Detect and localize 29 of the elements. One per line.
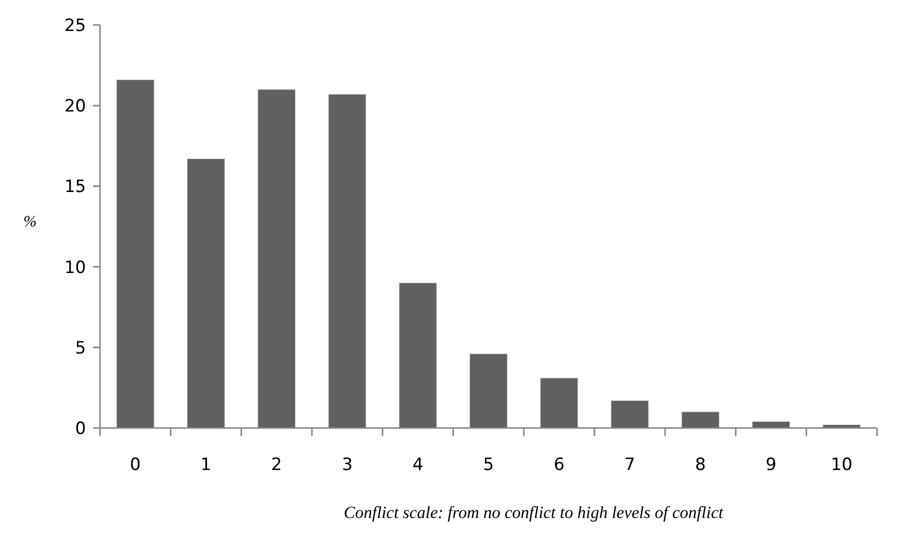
bar: [186, 158, 225, 428]
x-tick-label: 8: [694, 455, 706, 475]
x-tick-label: 7: [624, 455, 636, 475]
y-tick-label: 25: [64, 16, 86, 36]
y-axis-title: %: [23, 214, 37, 230]
x-tick-label: 3: [342, 455, 353, 475]
bar: [398, 282, 437, 428]
bar: [610, 400, 649, 428]
bar: [470, 354, 508, 428]
bar: [681, 412, 720, 428]
bar: [540, 378, 578, 428]
bar: [752, 421, 790, 428]
x-tick-label: 5: [483, 455, 494, 475]
x-tick-label: 2: [271, 455, 282, 475]
y-tick-label: 10: [64, 258, 86, 278]
bar: [258, 89, 296, 428]
y-tick-label: 5: [75, 338, 86, 358]
y-tick-label: 20: [64, 96, 86, 117]
y-tick-label: 0: [75, 418, 86, 439]
bar: [116, 80, 154, 428]
x-tick-label: 6: [554, 455, 565, 475]
x-tick-label: 0: [130, 455, 141, 475]
x-tick-label: 1: [200, 455, 212, 475]
x-tick-label: 4: [412, 455, 424, 475]
y-tick-label: 15: [64, 177, 86, 198]
x-tick-label: 10: [830, 455, 852, 475]
x-axis-title: Conflict scale: from no conflict to high levels of conflict: [344, 503, 724, 522]
bar: [328, 94, 366, 428]
x-tick-label: 9: [766, 455, 776, 475]
